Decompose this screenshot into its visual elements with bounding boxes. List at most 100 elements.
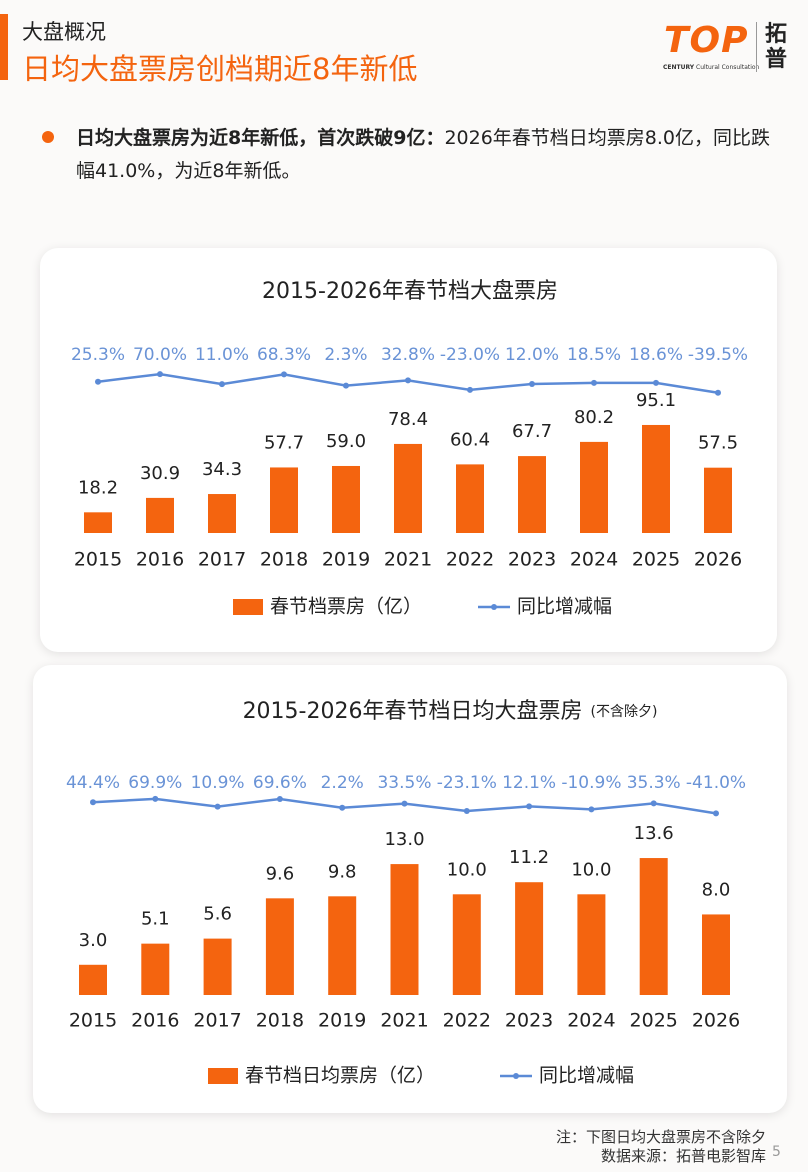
- line-point: [591, 379, 597, 386]
- x-tick-label: 2016: [136, 549, 184, 571]
- x-tick-label: 2017: [198, 549, 246, 571]
- line-point: [715, 389, 721, 396]
- chart-subtitle: (不含除夕): [590, 704, 657, 720]
- bar: [580, 441, 608, 533]
- line-point: [588, 806, 595, 813]
- bar: [270, 467, 298, 533]
- line-value-label: 12.0%: [505, 345, 559, 365]
- x-tick-label: 2015: [74, 549, 122, 571]
- bar-value-label: 3.0: [79, 930, 108, 951]
- bar-value-label: 10.0: [571, 859, 611, 880]
- line-point: [214, 803, 221, 810]
- page-title: 日均大盘票房创档期近8年新低: [22, 52, 418, 86]
- bar-value-label: 9.8: [328, 861, 357, 882]
- bar-value-label: 30.9: [140, 463, 180, 484]
- x-tick-label: 2017: [193, 1010, 241, 1032]
- bar-value-label: 59.0: [326, 431, 366, 452]
- bar: [79, 964, 107, 995]
- bullet-dot: [42, 131, 54, 143]
- footer-source: 数据来源：拓普电影智库: [600, 1147, 766, 1165]
- bar-value-label: 78.4: [388, 409, 428, 430]
- bar: [515, 882, 544, 995]
- line-value-label: 32.8%: [381, 345, 435, 365]
- line-point: [405, 377, 411, 384]
- x-tick-label: 2022: [446, 549, 494, 571]
- legend-swatch: [233, 599, 263, 615]
- line-point: [152, 795, 159, 802]
- bar: [332, 465, 360, 533]
- bar: [390, 864, 419, 995]
- line-point: [529, 380, 535, 387]
- line-point: [219, 381, 225, 388]
- line-value-label: -23.0%: [440, 345, 500, 365]
- logo-divider: [756, 22, 757, 72]
- bar: [141, 943, 170, 995]
- line-point: [526, 803, 533, 810]
- page-number: 5: [772, 1144, 781, 1160]
- x-tick-label: 2015: [69, 1010, 117, 1032]
- x-tick-label: 2026: [692, 1010, 740, 1032]
- logo-tagline: CENTURY Cultural Consultation: [663, 64, 759, 71]
- line-point: [343, 382, 349, 389]
- x-tick-label: 2021: [380, 1010, 428, 1032]
- logo-brand: 拓普: [765, 22, 788, 72]
- bar: [146, 497, 174, 533]
- x-tick-label: 2018: [256, 1010, 304, 1032]
- line-point: [467, 386, 473, 393]
- logo-mark: TOP: [664, 20, 749, 61]
- chart-title-main: 2015-2026年春节档大盘票房: [262, 279, 558, 304]
- bullet-body: 2026年春节档日均票房8.0亿，同比跌幅41.0%，为近8年新低。: [76, 127, 771, 182]
- line-point: [157, 371, 163, 378]
- bar: [328, 896, 357, 995]
- line-point: [95, 378, 101, 385]
- line-value-label: 10.9%: [191, 773, 245, 793]
- line-value-label: 35.3%: [627, 773, 681, 793]
- footer-note: 注：下图日均大盘票房不含除夕: [555, 1128, 766, 1146]
- line-value-label: 69.6%: [253, 773, 307, 793]
- line-value-label: 33.5%: [377, 773, 431, 793]
- bar: [394, 443, 422, 533]
- bar: [203, 938, 232, 995]
- bar-value-label: 9.6: [266, 863, 295, 884]
- line-point: [276, 795, 283, 802]
- bar-value-label: 57.5: [698, 433, 738, 454]
- bar-value-label: 67.7: [512, 421, 552, 442]
- line-point: [401, 800, 408, 807]
- line-value-label: 70.0%: [133, 345, 187, 365]
- bar-value-label: 11.2: [509, 847, 549, 868]
- bar-value-label: 5.1: [141, 909, 170, 930]
- bar: [84, 512, 112, 533]
- line-value-label: 18.5%: [567, 345, 621, 365]
- line-value-label: -39.5%: [688, 345, 748, 365]
- bar-value-label: 8.0: [702, 879, 731, 900]
- bar-value-label: 95.1: [636, 390, 676, 411]
- bar-value-label: 34.3: [202, 459, 242, 480]
- bar: [265, 898, 294, 995]
- legend-label: 同比增减幅: [539, 1065, 634, 1087]
- line-point: [713, 810, 719, 817]
- footer-notes: 注：下图日均大盘票房不含除夕 数据来源：拓普电影智库: [556, 1128, 766, 1166]
- logo-tagline-bold: CENTURY: [663, 64, 695, 71]
- line-value-label: 2.2%: [321, 773, 364, 793]
- bar-value-label: 80.2: [574, 407, 614, 428]
- legend-label: 春节档票房（亿）: [270, 596, 422, 618]
- x-tick-label: 2019: [318, 1010, 366, 1032]
- x-tick-label: 2026: [694, 549, 742, 571]
- accent-bar: [0, 14, 8, 80]
- line-point: [281, 371, 287, 378]
- x-tick-label: 2025: [630, 1010, 678, 1032]
- line-value-label: -41.0%: [686, 773, 746, 793]
- bar-value-label: 57.7: [264, 432, 304, 453]
- line-point: [339, 804, 346, 811]
- bar-value-label: 5.6: [203, 904, 232, 925]
- legend-label: 春节档日均票房（亿）: [245, 1065, 435, 1087]
- line-point: [90, 799, 96, 806]
- line-value-label: -23.1%: [437, 773, 497, 793]
- bar-value-label: 18.2: [78, 477, 118, 498]
- bar: [704, 467, 732, 533]
- x-tick-label: 2019: [322, 549, 370, 571]
- bar: [639, 858, 668, 995]
- line-value-label: 2.3%: [324, 345, 367, 365]
- line-point: [653, 379, 659, 386]
